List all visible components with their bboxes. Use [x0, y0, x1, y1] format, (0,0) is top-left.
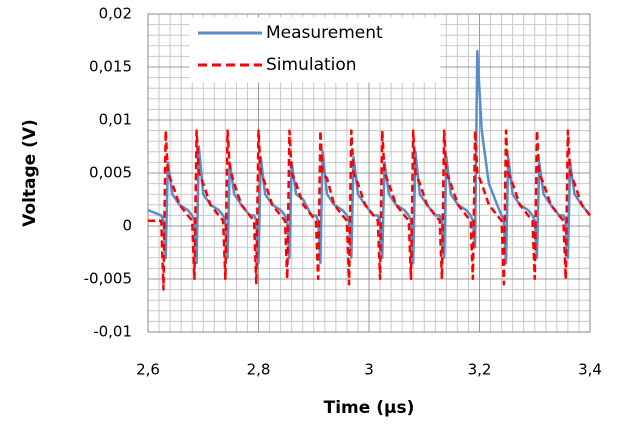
legend-label: Measurement: [266, 23, 383, 43]
legend-box: [189, 17, 441, 83]
legend-label: Simulation: [266, 55, 357, 75]
series-line: [148, 129, 591, 291]
x-tick-label: 3: [364, 361, 374, 379]
x-tick-label: 2,8: [247, 361, 271, 379]
y-tick-label: 0,015: [89, 58, 132, 76]
y-tick-label: 0,01: [99, 111, 132, 129]
x-tick-label: 2,6: [136, 361, 160, 379]
x-axis-title: Time (µs): [324, 398, 415, 418]
y-tick-label: 0: [122, 217, 132, 235]
y-tick-label: -0,005: [84, 270, 132, 288]
y-tick-label: 0,02: [99, 5, 132, 23]
plot-border: [147, 13, 591, 333]
y-axis-title: Voltage (V): [20, 119, 40, 227]
y-tick-label: -0,01: [93, 323, 132, 341]
y-tick-label: 0,005: [89, 164, 132, 182]
x-tick-label: 3,4: [578, 361, 602, 379]
x-tick-label: 3,2: [468, 361, 492, 379]
